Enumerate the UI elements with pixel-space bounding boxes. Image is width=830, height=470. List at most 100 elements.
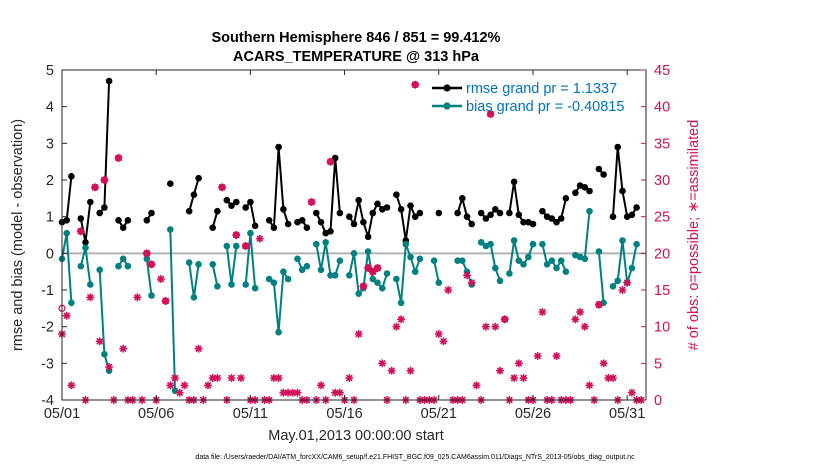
y-tick-label: -2 bbox=[41, 320, 54, 336]
bias-point bbox=[96, 266, 103, 274]
bias-point bbox=[369, 275, 377, 283]
rmse-point bbox=[77, 215, 85, 222]
obs-assimilated-marker bbox=[100, 175, 109, 185]
obs-assimilated-marker bbox=[594, 300, 604, 309]
rmse-point bbox=[209, 224, 216, 231]
obs-assimilated-marker bbox=[495, 366, 505, 375]
rmse-point bbox=[105, 77, 113, 85]
rmse-point bbox=[416, 209, 424, 217]
bias-point bbox=[496, 277, 504, 285]
y-tick-label: 3 bbox=[46, 136, 54, 152]
obs-assimilated-marker bbox=[95, 337, 104, 346]
legend: rmse grand pr = 1.1337 bias grand pr = -… bbox=[432, 81, 624, 115]
obs-assimilated-marker bbox=[119, 344, 128, 353]
obs-assimilated-marker bbox=[170, 373, 180, 383]
rmse-point bbox=[360, 218, 367, 226]
rmse-point bbox=[331, 154, 339, 162]
rmse-point bbox=[435, 209, 443, 217]
rmse-point bbox=[562, 195, 570, 202]
bias-point bbox=[233, 242, 240, 250]
rmse-point bbox=[581, 184, 589, 191]
rmse-point bbox=[355, 196, 363, 204]
bias-series-line bbox=[169, 229, 176, 391]
obs-assimilated-marker bbox=[236, 373, 246, 383]
rmse-point bbox=[529, 220, 537, 228]
rmse-point bbox=[284, 220, 292, 228]
obs-assimilated-marker bbox=[538, 307, 547, 317]
rmse-point bbox=[68, 173, 75, 180]
rmse-point bbox=[374, 200, 381, 208]
y-tick-label: 0 bbox=[46, 246, 54, 262]
rmse-point bbox=[82, 239, 89, 246]
bias-point bbox=[223, 242, 231, 250]
bias-point bbox=[275, 328, 282, 336]
obs-assimilated-marker bbox=[608, 373, 618, 383]
x-tick-label: 05/11 bbox=[233, 406, 268, 422]
obs-assimilated-marker bbox=[411, 80, 420, 89]
bias-point bbox=[492, 264, 499, 272]
obs-assimilated-marker bbox=[288, 388, 297, 397]
obs-assimilated-marker bbox=[316, 381, 326, 390]
obs-assimilated-marker bbox=[331, 388, 340, 397]
rmse-point bbox=[101, 204, 108, 211]
rmse-point bbox=[119, 224, 127, 231]
bias-point bbox=[124, 262, 132, 270]
bias-point bbox=[77, 262, 85, 270]
rmse-point bbox=[463, 213, 471, 220]
obs-assimilated-marker bbox=[552, 351, 561, 361]
y-axis-label: rmse and bias (model - observation) bbox=[10, 119, 26, 351]
obs-assimilated-marker bbox=[104, 362, 114, 372]
bias-point bbox=[115, 262, 122, 270]
bias-point bbox=[586, 207, 593, 215]
bias-point bbox=[331, 272, 339, 279]
obs-assimilated-marker bbox=[533, 351, 542, 361]
obs-assimilated-marker bbox=[326, 157, 335, 166]
legend-bias-marker bbox=[443, 102, 451, 110]
x-tick-label: 05/21 bbox=[421, 406, 457, 422]
rmse-series-line bbox=[456, 197, 473, 225]
obs-assimilated-marker bbox=[208, 373, 217, 383]
bias-point bbox=[313, 240, 320, 248]
rmse-point bbox=[595, 165, 603, 173]
bias-point bbox=[87, 281, 94, 288]
bias-point bbox=[294, 255, 301, 263]
rmse-point bbox=[600, 171, 607, 178]
bias-point bbox=[68, 299, 75, 307]
plot-area bbox=[62, 70, 646, 400]
rmse-point bbox=[96, 209, 103, 217]
rmse-point bbox=[350, 220, 358, 228]
bias-point bbox=[609, 283, 617, 290]
y-tick-label: -1 bbox=[41, 283, 54, 299]
rmse-point bbox=[572, 189, 579, 197]
obs-assimilated-marker bbox=[373, 263, 382, 273]
obs-assimilated-marker bbox=[232, 230, 241, 240]
obs-assimilated-marker bbox=[491, 322, 500, 331]
bias-series-line bbox=[145, 258, 153, 296]
obs-assimilated-marker bbox=[274, 373, 283, 383]
rmse-point bbox=[496, 209, 504, 217]
obs-assimilated-marker bbox=[618, 285, 627, 295]
bias-point bbox=[487, 240, 494, 248]
bias-point bbox=[209, 261, 216, 268]
x-tick-label: 05/26 bbox=[515, 406, 551, 422]
y-right-tick-label: 25 bbox=[654, 210, 670, 226]
rmse-point bbox=[303, 224, 311, 231]
bias-point bbox=[148, 292, 155, 299]
bias-point bbox=[265, 275, 273, 283]
bias-point bbox=[459, 257, 466, 265]
obs-assimilated-marker bbox=[406, 366, 415, 375]
obs-assimilated-marker bbox=[444, 285, 453, 295]
x-tick-label: 05/16 bbox=[326, 406, 362, 422]
obs-assimilated-marker bbox=[218, 183, 227, 192]
rmse-point bbox=[270, 224, 278, 231]
obs-assimilated-marker bbox=[62, 311, 71, 320]
rmse-point bbox=[251, 222, 259, 230]
bias-point bbox=[619, 237, 626, 244]
y-tick-label: 4 bbox=[46, 100, 54, 116]
bias-point bbox=[628, 264, 636, 272]
bias-point bbox=[101, 350, 108, 358]
rmse-point bbox=[397, 206, 405, 213]
bias-point bbox=[336, 257, 344, 265]
rmse-point bbox=[477, 209, 485, 217]
rmse-point bbox=[557, 215, 565, 222]
